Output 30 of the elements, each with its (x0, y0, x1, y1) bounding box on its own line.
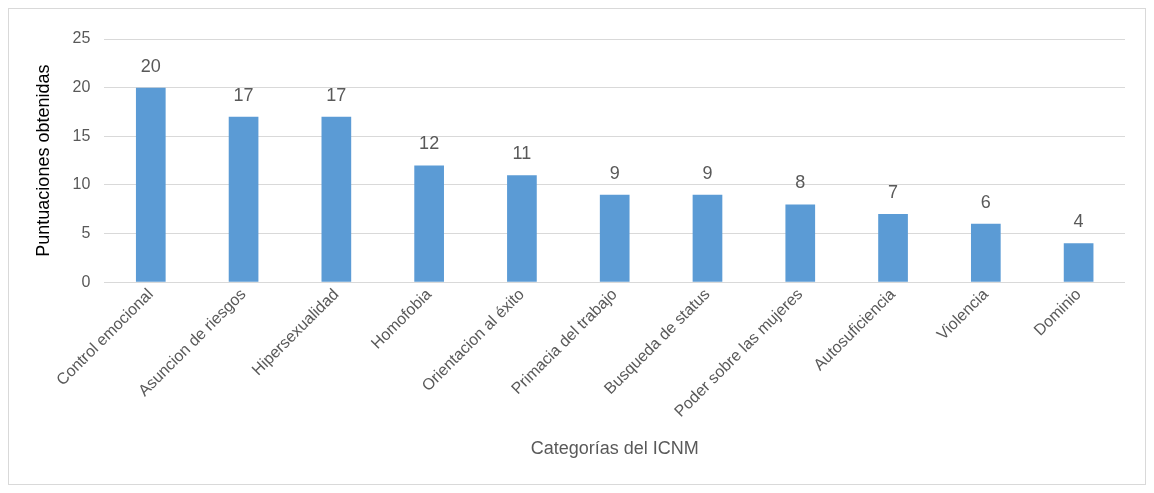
data-label: 17 (326, 84, 347, 105)
data-label: 9 (702, 162, 713, 183)
bar (785, 204, 816, 282)
y-tick-label: 10 (72, 175, 91, 193)
bar (228, 116, 259, 282)
y-tick-label: 15 (72, 126, 91, 144)
data-label: 4 (1073, 211, 1084, 232)
data-label: 12 (419, 133, 440, 154)
y-tick-label: 20 (72, 78, 91, 96)
bar (135, 87, 166, 282)
bar (599, 194, 630, 282)
bar (1063, 243, 1094, 282)
bar (970, 223, 1001, 282)
bar (414, 165, 444, 282)
bar (692, 194, 723, 282)
bar (507, 175, 537, 282)
x-axis-title: Categorías del ICNM (530, 438, 699, 459)
y-axis-title: Puntuaciones obtenidas (32, 64, 53, 257)
y-tick-label: 25 (72, 29, 91, 47)
data-label: 17 (233, 84, 254, 105)
bar (878, 214, 908, 282)
data-label: 8 (795, 172, 806, 193)
y-tick-label: 0 (81, 272, 91, 290)
bar (321, 116, 352, 282)
data-label: 7 (888, 182, 899, 203)
y-tick-label: 5 (81, 223, 91, 241)
data-label: 11 (512, 143, 532, 164)
data-label: 6 (980, 191, 991, 212)
data-label: 9 (609, 162, 620, 183)
data-label: 20 (140, 55, 161, 76)
